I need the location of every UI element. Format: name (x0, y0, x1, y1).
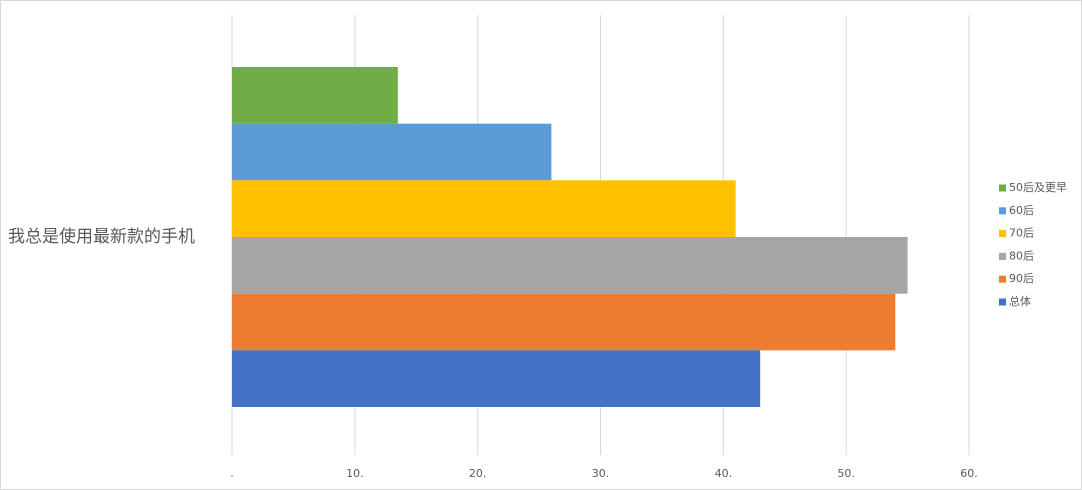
category-label: 我总是使用最新款的手机 (8, 226, 195, 247)
legend-label: 90后 (1009, 272, 1034, 285)
legend-label: 80后 (1009, 249, 1034, 262)
bar (232, 237, 908, 294)
legend-swatch (999, 275, 1006, 283)
legend-label: 60后 (1009, 204, 1034, 217)
bar (232, 293, 896, 351)
x-tick-label: 60. (960, 467, 978, 480)
legend-label: 总体 (1009, 294, 1031, 308)
legend-swatch (999, 207, 1006, 215)
x-tick-label: . (230, 467, 234, 480)
x-tick-label: 20. (469, 467, 487, 480)
bar (232, 123, 552, 181)
x-tick-label: 10. (346, 467, 364, 480)
bar (232, 180, 736, 237)
legend-swatch (999, 298, 1006, 306)
legend-swatch (999, 230, 1006, 238)
legend-swatch (999, 184, 1006, 192)
legend-label: 50后及更早 (1009, 181, 1067, 194)
bar (232, 350, 761, 407)
x-tick-label: 40. (715, 467, 733, 480)
x-tick-label: 30. (592, 467, 610, 480)
legend-label: 70后 (1009, 227, 1034, 240)
x-tick-label: 50. (837, 467, 855, 480)
bar (232, 67, 398, 124)
legend-swatch (999, 252, 1006, 260)
